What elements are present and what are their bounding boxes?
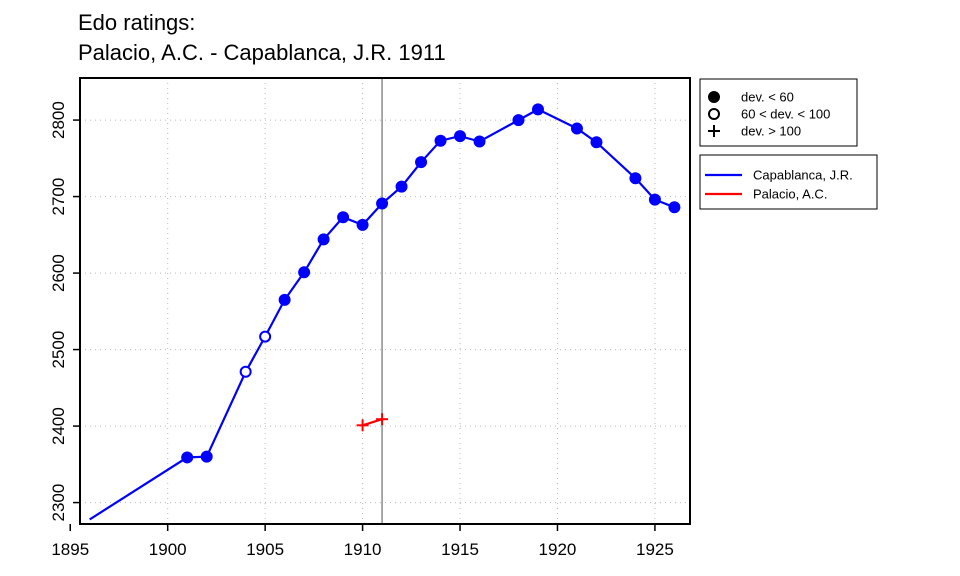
x-tick-label: 1910 [344, 540, 382, 559]
legend-marker-label: 60 < dev. < 100 [741, 107, 830, 122]
y-tick-label: 2600 [49, 254, 68, 292]
data-point [356, 419, 369, 432]
legend-series-label: Capablanca, J.R. [753, 168, 853, 183]
chart-title: Edo ratings: [78, 10, 196, 35]
data-point [512, 114, 525, 127]
data-point [590, 136, 603, 149]
y-tick-label: 2700 [49, 178, 68, 216]
data-point [317, 233, 330, 246]
data-point [376, 197, 389, 210]
data-point [376, 413, 389, 426]
legend-marker-symbol [708, 91, 720, 103]
grid [80, 78, 690, 524]
legend-series-label: Palacio, A.C. [753, 187, 827, 202]
marker-legend: dev. < 60 60 < dev. < 100 dev. > 100 [699, 78, 858, 147]
data-point [434, 134, 447, 147]
x-tick-label: 1925 [636, 540, 674, 559]
legend-marker-label: dev. > 100 [741, 124, 801, 139]
data-point [356, 218, 369, 231]
chart-subtitle: Palacio, A.C. - Capablanca, J.R. 1911 [78, 40, 446, 65]
series-legend: Capablanca, J.R. Palacio, A.C. [699, 154, 878, 210]
data-point [200, 450, 213, 463]
data-point [648, 193, 661, 206]
data-point [278, 293, 291, 306]
data-point [454, 130, 467, 143]
data-point [181, 451, 194, 464]
y-tick-label: 2400 [49, 407, 68, 445]
data-point [531, 103, 544, 116]
y-tick-label: 2500 [49, 331, 68, 369]
data-point [259, 330, 272, 343]
x-tick-label: 1900 [149, 540, 187, 559]
data-point [570, 122, 583, 135]
data-point [415, 156, 428, 169]
data-point [395, 180, 408, 193]
data-point [668, 201, 681, 214]
x-tick-label: 1920 [539, 540, 577, 559]
series-0 [89, 103, 681, 521]
legend-marker-label: dev. < 60 [741, 90, 794, 105]
data-point [239, 365, 252, 378]
data-point [473, 135, 486, 148]
axes: 1895 1900 1905 1910 1915 1920 1925 2300 2400 2500… [49, 101, 674, 559]
data-point [629, 172, 642, 185]
series-layer [89, 103, 681, 521]
legend-marker-symbol [708, 125, 720, 137]
y-tick-label: 2800 [49, 101, 68, 139]
legend-marker-symbol [708, 108, 720, 120]
marker-legend-box [699, 78, 858, 147]
series-1 [356, 413, 389, 432]
data-point [337, 211, 350, 224]
data-point [298, 266, 311, 279]
series-line [362, 418, 383, 427]
y-tick-label: 2300 [49, 484, 68, 522]
x-tick-label: 1905 [246, 540, 284, 559]
plot-frame [79, 77, 691, 525]
x-tick-label: 1915 [441, 540, 479, 559]
x-tick-label: 1895 [51, 540, 89, 559]
series-legend-box [699, 154, 878, 210]
